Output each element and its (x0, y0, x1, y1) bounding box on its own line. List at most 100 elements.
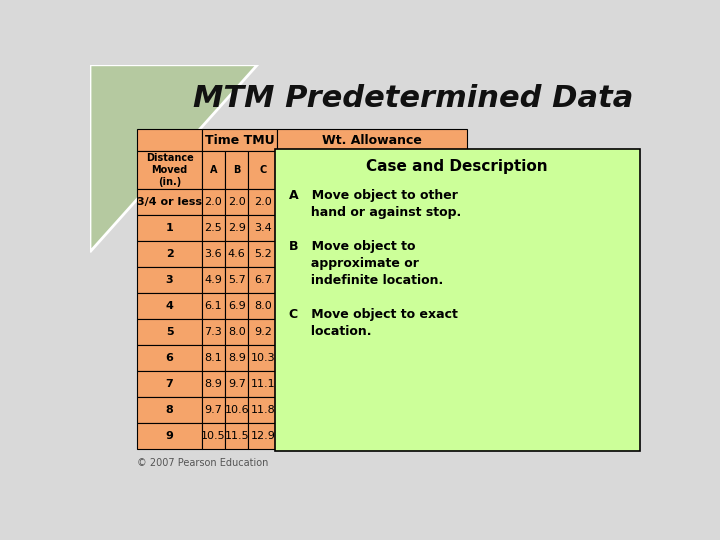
Text: 10.5: 10.5 (201, 431, 225, 441)
FancyBboxPatch shape (202, 423, 225, 449)
FancyBboxPatch shape (138, 345, 202, 372)
Text: 11.5: 11.5 (225, 431, 249, 441)
FancyBboxPatch shape (138, 397, 202, 423)
Text: 5: 5 (166, 327, 174, 338)
Text: 2.5: 2.5 (204, 223, 222, 233)
FancyBboxPatch shape (277, 241, 328, 267)
FancyBboxPatch shape (277, 345, 328, 372)
Text: 8.0: 8.0 (228, 327, 246, 338)
Text: 8.9: 8.9 (204, 379, 222, 389)
FancyBboxPatch shape (277, 423, 328, 449)
Text: 11.8: 11.8 (251, 406, 275, 415)
FancyBboxPatch shape (138, 293, 202, 319)
Text: 9.7: 9.7 (204, 406, 222, 415)
FancyBboxPatch shape (328, 189, 372, 215)
FancyBboxPatch shape (277, 151, 328, 189)
Text: Time TMU: Time TMU (204, 133, 274, 146)
FancyBboxPatch shape (275, 149, 639, 451)
FancyBboxPatch shape (248, 241, 277, 267)
FancyBboxPatch shape (372, 397, 420, 423)
FancyBboxPatch shape (328, 423, 372, 449)
FancyBboxPatch shape (225, 267, 248, 293)
FancyBboxPatch shape (372, 267, 420, 293)
FancyBboxPatch shape (328, 151, 372, 189)
FancyBboxPatch shape (372, 215, 420, 241)
Text: 3.6: 3.6 (204, 249, 222, 259)
FancyBboxPatch shape (420, 189, 467, 215)
FancyBboxPatch shape (328, 293, 372, 319)
FancyBboxPatch shape (202, 151, 225, 189)
FancyBboxPatch shape (138, 423, 202, 449)
FancyBboxPatch shape (372, 423, 420, 449)
Text: 4.9: 4.9 (204, 275, 222, 285)
FancyBboxPatch shape (420, 372, 467, 397)
FancyBboxPatch shape (138, 319, 202, 345)
Text: 2: 2 (166, 249, 174, 259)
Text: Wt. Allowance: Wt. Allowance (323, 133, 423, 146)
Text: C: C (259, 165, 266, 175)
Text: 5.7: 5.7 (228, 275, 246, 285)
FancyBboxPatch shape (225, 423, 248, 449)
Text: 10.3: 10.3 (251, 353, 275, 363)
Text: 7: 7 (166, 379, 174, 389)
FancyBboxPatch shape (138, 189, 202, 215)
Text: 4: 4 (166, 301, 174, 311)
FancyBboxPatch shape (420, 215, 467, 241)
FancyBboxPatch shape (277, 129, 467, 151)
FancyBboxPatch shape (420, 241, 467, 267)
FancyBboxPatch shape (248, 423, 277, 449)
Text: A   Move object to other
     hand or against stop.

B   Move object to
     app: A Move object to other hand or against s… (289, 188, 461, 338)
FancyBboxPatch shape (372, 151, 420, 189)
Text: Hand in
Motion
B: Hand in Motion B (282, 153, 324, 187)
Text: Dynamic
Factor: Dynamic Factor (372, 159, 420, 181)
FancyBboxPatch shape (277, 372, 328, 397)
Text: B: B (233, 165, 240, 175)
FancyBboxPatch shape (225, 215, 248, 241)
Text: 6.1: 6.1 (204, 301, 222, 311)
FancyBboxPatch shape (328, 397, 372, 423)
Text: © 2007 Pearson Education: © 2007 Pearson Education (138, 458, 269, 468)
Text: 9.2: 9.2 (254, 327, 272, 338)
FancyBboxPatch shape (225, 241, 248, 267)
FancyBboxPatch shape (420, 397, 467, 423)
Text: 2.0: 2.0 (204, 197, 222, 207)
FancyBboxPatch shape (225, 372, 248, 397)
FancyBboxPatch shape (248, 372, 277, 397)
FancyBboxPatch shape (372, 345, 420, 372)
FancyBboxPatch shape (277, 293, 328, 319)
FancyBboxPatch shape (277, 319, 328, 345)
FancyBboxPatch shape (372, 241, 420, 267)
Text: 8.1: 8.1 (204, 353, 222, 363)
FancyBboxPatch shape (248, 319, 277, 345)
FancyBboxPatch shape (138, 267, 202, 293)
FancyBboxPatch shape (202, 189, 225, 215)
FancyBboxPatch shape (372, 189, 420, 215)
Polygon shape (90, 65, 258, 252)
Text: 6.7: 6.7 (254, 275, 272, 285)
FancyBboxPatch shape (248, 293, 277, 319)
FancyBboxPatch shape (420, 267, 467, 293)
Text: 9.7: 9.7 (228, 379, 246, 389)
FancyBboxPatch shape (248, 151, 277, 189)
FancyBboxPatch shape (328, 345, 372, 372)
FancyBboxPatch shape (420, 151, 467, 189)
FancyBboxPatch shape (328, 372, 372, 397)
FancyBboxPatch shape (225, 151, 248, 189)
Text: A: A (210, 165, 217, 175)
FancyBboxPatch shape (248, 189, 277, 215)
FancyBboxPatch shape (248, 267, 277, 293)
FancyBboxPatch shape (328, 241, 372, 267)
FancyBboxPatch shape (277, 267, 328, 293)
FancyBboxPatch shape (138, 215, 202, 241)
FancyBboxPatch shape (138, 151, 202, 189)
FancyBboxPatch shape (420, 293, 467, 319)
Text: Static
Constant
(TMU): Static Constant (TMU) (419, 153, 468, 187)
Text: 11.1: 11.1 (251, 379, 275, 389)
FancyBboxPatch shape (328, 215, 372, 241)
FancyBboxPatch shape (138, 129, 202, 151)
Text: 5.2: 5.2 (254, 249, 272, 259)
Text: 8: 8 (166, 406, 174, 415)
Text: 6: 6 (166, 353, 174, 363)
FancyBboxPatch shape (202, 397, 225, 423)
FancyBboxPatch shape (328, 267, 372, 293)
